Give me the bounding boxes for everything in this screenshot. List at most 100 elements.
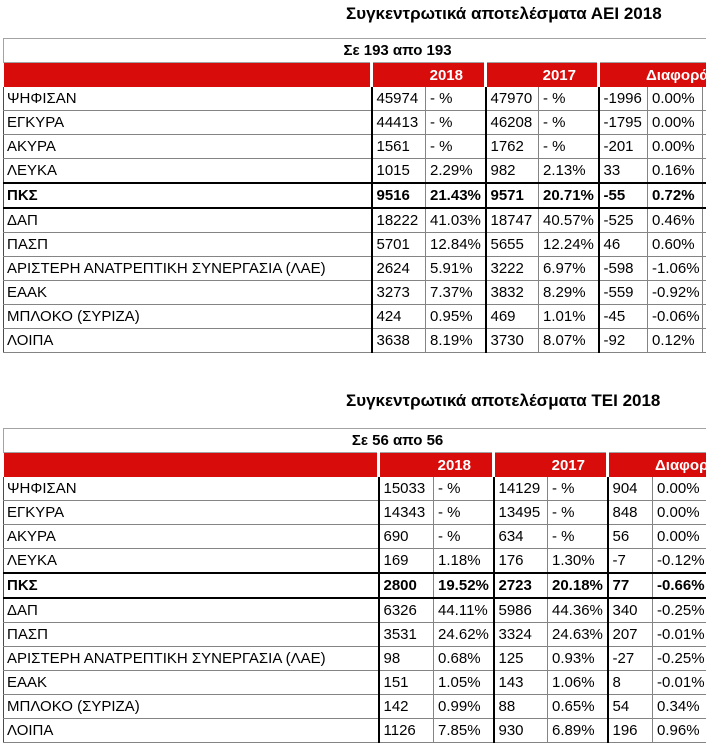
table-row: ΑΚΥΡΑ 690 - % 634 - % 56 0.00% — [4, 525, 706, 549]
diff-percent: 0.00% — [648, 87, 703, 111]
party-label: ΔΑΠ — [4, 598, 379, 623]
table-row: ΜΠΛΟΚΟ (ΣΥΡΙΖΑ) 424 0.95% 469 1.01% -45 … — [4, 305, 706, 329]
votes-2018: 1015 — [372, 159, 426, 184]
diff-votes: -201 — [599, 135, 648, 159]
party-label: ΛΕΥΚΑ — [4, 549, 379, 574]
percent-2018: 0.95% — [426, 305, 486, 329]
filler-cell — [703, 208, 706, 233]
header-2018: 2018 — [379, 453, 494, 478]
diff-percent: -0.25% — [653, 598, 706, 623]
votes-2018: 1561 — [372, 135, 426, 159]
table-row: ΠΚΣ 2800 19.52% 2723 20.18% 77 -0.66% — [4, 573, 706, 598]
percent-2017: - % — [548, 477, 608, 501]
diff-votes: 33 — [599, 159, 648, 184]
table-subtitle-row: Σε 56 απο 56 — [4, 429, 706, 453]
percent-2018: 0.99% — [434, 695, 494, 719]
filler-cell — [703, 257, 706, 281]
diff-percent: 0.96% — [653, 719, 706, 743]
party-label: ΨΗΦΙΣΑΝ — [4, 477, 379, 501]
votes-2018: 45974 — [372, 87, 426, 111]
percent-2018: 41.03% — [426, 208, 486, 233]
results-table-aei: Σε 193 απο 193 2018 2017 Διαφορά ΨΗΦΙΣΑΝ… — [3, 38, 706, 353]
table-header-row: 2018 2017 Διαφορά — [4, 63, 706, 88]
diff-votes: -55 — [599, 183, 648, 208]
votes-2017: 143 — [494, 671, 548, 695]
votes-2017: 2723 — [494, 573, 548, 598]
votes-2018: 151 — [379, 671, 434, 695]
votes-2018: 14343 — [379, 501, 434, 525]
percent-2017: 0.93% — [548, 647, 608, 671]
votes-2017: 3832 — [486, 281, 539, 305]
votes-2017: 3324 — [494, 623, 548, 647]
table-row: ΑΚΥΡΑ 1561 - % 1762 - % -201 0.00% — [4, 135, 706, 159]
table-row: ΜΠΛΟΚΟ (ΣΥΡΙΖΑ) 142 0.99% 88 0.65% 54 0.… — [4, 695, 706, 719]
filler-cell — [703, 329, 706, 353]
table-row: ΛΟΙΠΑ 3638 8.19% 3730 8.07% -92 0.12% — [4, 329, 706, 353]
table-subtitle: Σε 193 απο 193 — [4, 39, 706, 63]
party-label: ΕΑΑΚ — [4, 281, 372, 305]
percent-2018: 12.84% — [426, 233, 486, 257]
party-label: ΠΚΣ — [4, 573, 379, 598]
percent-2017: 1.06% — [548, 671, 608, 695]
diff-votes: -27 — [608, 647, 653, 671]
votes-2018: 5701 — [372, 233, 426, 257]
percent-2018: 7.85% — [434, 719, 494, 743]
percent-2018: 1.18% — [434, 549, 494, 574]
diff-votes: 8 — [608, 671, 653, 695]
diff-votes: -598 — [599, 257, 648, 281]
diff-percent: -1.06% — [648, 257, 703, 281]
party-label: ΕΑΑΚ — [4, 671, 379, 695]
percent-2018: 19.52% — [434, 573, 494, 598]
party-label: ΔΑΠ — [4, 208, 372, 233]
diff-percent: 0.16% — [648, 159, 703, 184]
table-row: ΕΓΚΥΡΑ 44413 - % 46208 - % -1795 0.00% — [4, 111, 706, 135]
votes-2017: 88 — [494, 695, 548, 719]
diff-votes: 54 — [608, 695, 653, 719]
percent-2018: 24.62% — [434, 623, 494, 647]
percent-2018: - % — [434, 525, 494, 549]
table-row: ΠΚΣ 9516 21.43% 9571 20.71% -55 0.72% — [4, 183, 706, 208]
votes-2017: 3730 — [486, 329, 539, 353]
votes-2018: 3273 — [372, 281, 426, 305]
diff-votes: 196 — [608, 719, 653, 743]
diff-votes: -92 — [599, 329, 648, 353]
percent-2017: 0.65% — [548, 695, 608, 719]
party-label: ΛΕΥΚΑ — [4, 159, 372, 184]
votes-2017: 634 — [494, 525, 548, 549]
percent-2018: 5.91% — [426, 257, 486, 281]
table-subtitle: Σε 56 απο 56 — [4, 429, 706, 453]
diff-percent: 0.00% — [653, 501, 706, 525]
header-diff: Διαφορά — [599, 63, 706, 88]
votes-2018: 15033 — [379, 477, 434, 501]
table-row: ΨΗΦΙΣΑΝ 15033 - % 14129 - % 904 0.00% — [4, 477, 706, 501]
party-label: ΜΠΛΟΚΟ (ΣΥΡΙΖΑ) — [4, 695, 379, 719]
diff-percent: 0.46% — [648, 208, 703, 233]
diff-votes: -7 — [608, 549, 653, 574]
diff-percent: -0.01% — [653, 623, 706, 647]
percent-2018: 44.11% — [434, 598, 494, 623]
party-label: ΕΓΚΥΡΑ — [4, 501, 379, 525]
percent-2018: 21.43% — [426, 183, 486, 208]
votes-2018: 18222 — [372, 208, 426, 233]
table-row: ΕΓΚΥΡΑ 14343 - % 13495 - % 848 0.00% — [4, 501, 706, 525]
percent-2017: 1.30% — [548, 549, 608, 574]
diff-votes: -1795 — [599, 111, 648, 135]
votes-2018: 3531 — [379, 623, 434, 647]
diff-percent: 0.34% — [653, 695, 706, 719]
header-2017: 2017 — [494, 453, 608, 478]
diff-percent: -0.12% — [653, 549, 706, 574]
votes-2018: 690 — [379, 525, 434, 549]
table-row: ΠΑΣΠ 3531 24.62% 3324 24.63% 207 -0.01% — [4, 623, 706, 647]
party-label: ΛΟΙΠΑ — [4, 329, 372, 353]
filler-cell — [703, 135, 706, 159]
filler-cell — [703, 233, 706, 257]
results-table-tei: Σε 56 απο 56 2018 2017 Διαφορά ΨΗΦΙΣΑΝ 1… — [3, 428, 706, 743]
percent-2017: 6.89% — [548, 719, 608, 743]
table-header-row: 2018 2017 Διαφορά — [4, 453, 706, 478]
diff-votes: -1996 — [599, 87, 648, 111]
votes-2017: 47970 — [486, 87, 539, 111]
header-diff: Διαφορά — [608, 453, 706, 478]
header-empty-cell — [4, 453, 379, 478]
diff-votes: 848 — [608, 501, 653, 525]
percent-2017: 1.01% — [539, 305, 599, 329]
